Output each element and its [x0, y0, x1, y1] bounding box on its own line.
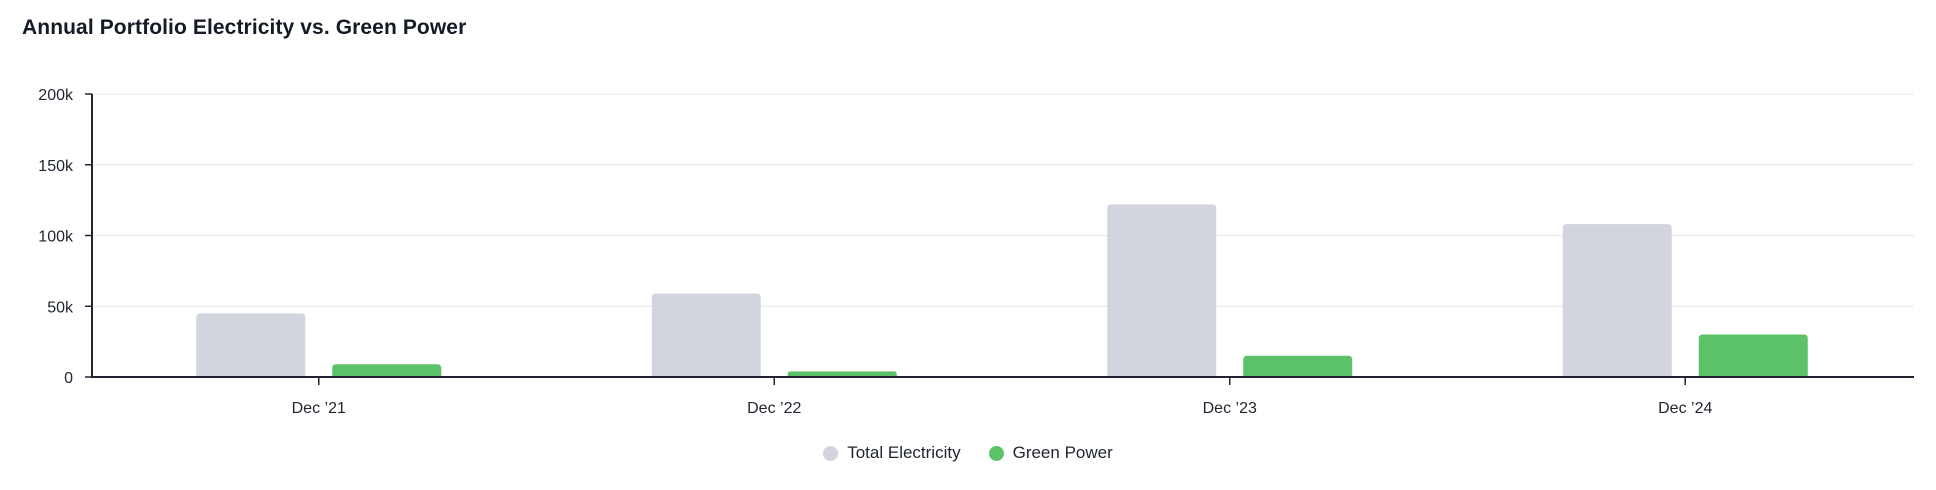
bar-total-electricity[interactable]: [196, 313, 306, 377]
x-tick-label: Dec ’22: [747, 400, 801, 417]
y-tick-label: 200k: [38, 87, 74, 104]
y-tick-label: 150k: [38, 158, 74, 175]
legend-item-total-electricity[interactable]: Total Electricity: [823, 443, 961, 463]
y-axis-ticks: 0 50k 100k 150k 200k: [38, 87, 92, 387]
y-tick-label: 0: [64, 370, 73, 387]
bar-total-electricity[interactable]: [651, 293, 761, 377]
legend-swatch-green-power: [988, 445, 1004, 461]
x-tick-label: Dec ’24: [1658, 400, 1712, 417]
y-tick-label: 100k: [38, 229, 74, 246]
x-tick-label: Dec ’23: [1203, 400, 1257, 417]
x-tick-label: Dec ’21: [292, 400, 346, 417]
bar-green-power[interactable]: [787, 371, 897, 377]
y-tick-label: 50k: [47, 299, 74, 316]
legend: Total Electricity Green Power: [0, 443, 1936, 463]
x-axis-ticks: Dec ’21 Dec ’22 Dec ’23 Dec ’24: [292, 377, 1712, 417]
legend-label-total-electricity: Total Electricity: [847, 443, 961, 462]
legend-label-green-power: Green Power: [1012, 443, 1113, 462]
bar-total-electricity[interactable]: [1107, 204, 1217, 377]
bar-green-power[interactable]: [332, 364, 442, 377]
bar-green-power[interactable]: [1243, 355, 1353, 377]
bars: [196, 204, 1808, 377]
chart-title: Annual Portfolio Electricity vs. Green P…: [22, 16, 467, 39]
bar-total-electricity[interactable]: [1562, 224, 1672, 377]
axes: [91, 94, 1914, 378]
bar-green-power[interactable]: [1698, 334, 1808, 377]
legend-swatch-total-electricity: [823, 445, 839, 461]
legend-item-green-power[interactable]: Green Power: [988, 443, 1113, 463]
